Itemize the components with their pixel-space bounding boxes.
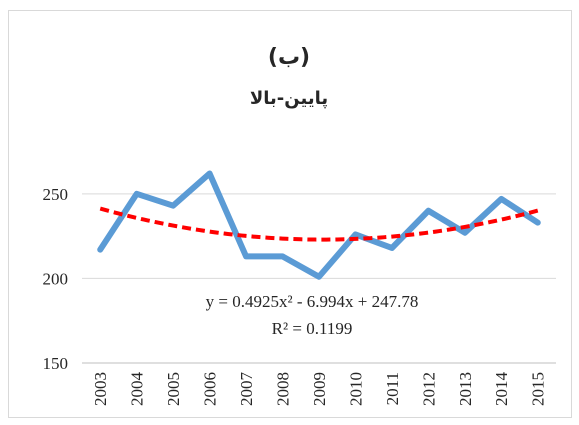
series-line xyxy=(97,170,541,280)
trendline-layer xyxy=(99,206,539,242)
trendline xyxy=(99,206,539,242)
x-tick-label: 2015 xyxy=(529,372,548,406)
x-tick-label: 2013 xyxy=(456,372,475,406)
chart-subtitle: پايين-بالا xyxy=(250,88,328,109)
x-tick-label: 2003 xyxy=(91,372,110,406)
chart-title: (ب) xyxy=(268,45,310,70)
trendline-r-squared: R² = 0.1199 xyxy=(272,319,353,338)
axes: 150 200 250 2003 2004 2005 2006 2007 2008 2009 201… xyxy=(43,185,556,407)
y-tick-label: 200 xyxy=(43,269,69,288)
y-tick-label: 250 xyxy=(43,185,69,204)
grid-lines xyxy=(82,193,556,279)
trendline-equation: y = 0.4925x² - 6.994x + 247.78 xyxy=(206,292,419,311)
x-tick-label: 2006 xyxy=(201,372,220,406)
x-tick-label: 2007 xyxy=(237,372,256,407)
x-tick-label: 2012 xyxy=(419,372,438,406)
x-tick-label: 2004 xyxy=(128,372,147,407)
x-tick-label: 2010 xyxy=(346,372,365,406)
chart-frame xyxy=(8,10,572,418)
x-tick-label: 2005 xyxy=(164,372,183,406)
x-tick-label: 2009 xyxy=(310,372,329,406)
series-layer xyxy=(97,170,541,280)
x-tick-label: 2014 xyxy=(492,372,511,407)
x-tick-label: 2011 xyxy=(383,372,402,405)
x-tick-label: 2008 xyxy=(273,372,292,406)
y-tick-label: 150 xyxy=(43,354,69,373)
